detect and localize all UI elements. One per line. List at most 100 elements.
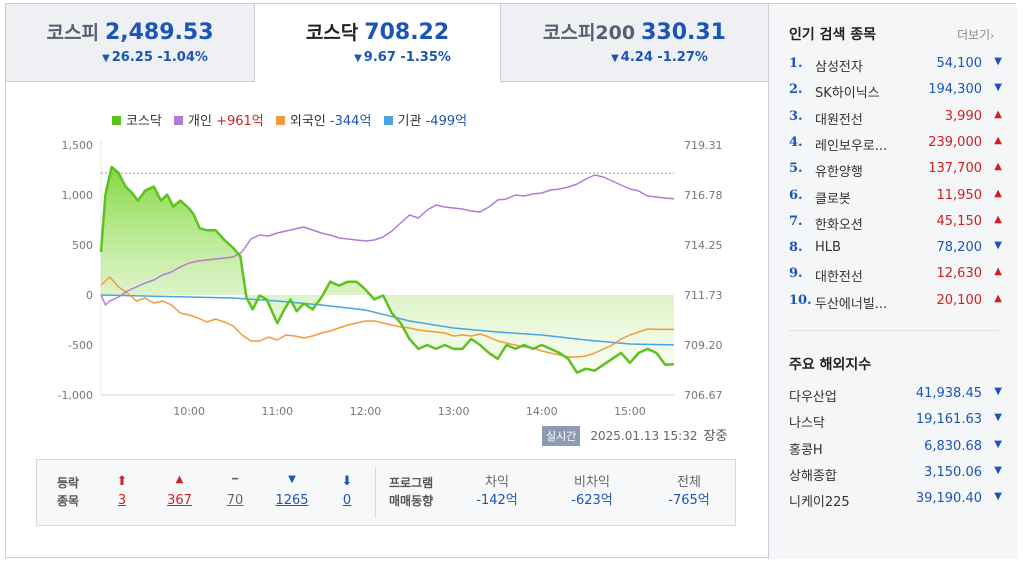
stock-name[interactable]: 삼성전자 bbox=[815, 60, 863, 75]
index-value: 19,161.63 bbox=[915, 412, 982, 428]
program-total: 전체 -765억 bbox=[649, 474, 729, 510]
down-triangle-icon: ▼ bbox=[994, 491, 1002, 503]
popular-item[interactable]: 1. 삼성전자 54,100 ▼ bbox=[789, 52, 1004, 78]
stock-name[interactable]: 대원전선 bbox=[815, 112, 863, 128]
stock-name[interactable]: SK하이닉스 bbox=[815, 86, 880, 102]
breadth-count[interactable]: 0 bbox=[342, 493, 352, 508]
stock-name[interactable]: 유한양행 bbox=[815, 165, 863, 181]
stock-name[interactable]: 클로봇 bbox=[815, 191, 851, 207]
tab-name: 코스피200 bbox=[542, 22, 636, 44]
stock-price: 11,950 bbox=[936, 187, 983, 203]
popular-item[interactable]: 6. 클로봇 11,950 ▲ bbox=[789, 184, 1004, 210]
overseas-item[interactable]: 니케이225 39,190.40 ▼ bbox=[789, 487, 1004, 513]
popular-item[interactable]: 4. 레인보우로... 239,000 ▲ bbox=[789, 131, 1004, 157]
stock-price: 45,150 bbox=[936, 213, 983, 229]
x-tick-label: 14:00 bbox=[526, 405, 558, 418]
stock-name[interactable]: 두산에너빌... bbox=[815, 296, 888, 312]
stock-name[interactable]: 한화오션 bbox=[815, 217, 863, 233]
popular-item[interactable]: 9. 대한전선 12,630 ▲ bbox=[789, 262, 1004, 288]
overseas-item[interactable]: 나스닥 19,161.63 ▼ bbox=[789, 408, 1004, 434]
legend-swatch-icon bbox=[383, 116, 393, 125]
down-triangle-icon: ▼ bbox=[994, 412, 1002, 424]
tab-kospi200[interactable]: 코스피200 330.31 ▼ 4.24 -1.27% bbox=[501, 4, 768, 82]
upper-limit-arrow-icon: ⬆ bbox=[116, 474, 128, 489]
program-label: 프로그램 매매동향 bbox=[389, 474, 433, 510]
stock-name[interactable]: 대한전선 bbox=[815, 270, 863, 286]
program-value: -142억 bbox=[476, 493, 518, 508]
popular-item[interactable]: 2. SK하이닉스 194,300 ▼ bbox=[789, 78, 1004, 104]
index-name: 나스닥 bbox=[789, 416, 825, 432]
popular-item[interactable]: 3. 대원전선 3,990 ▲ bbox=[789, 105, 1004, 131]
tab-name: 코스닥 bbox=[305, 22, 359, 44]
breadth-count[interactable]: 1265 bbox=[275, 493, 309, 508]
up-triangle-icon: ▲ bbox=[994, 292, 1002, 304]
tab-kosdaq[interactable]: 코스닥 708.22 ▼ 9.67 -1.35% bbox=[254, 4, 501, 82]
index-value: 6,830.68 bbox=[924, 438, 982, 454]
market-status: 장중 bbox=[703, 429, 728, 444]
stock-name[interactable]: 레인보우로... bbox=[815, 138, 888, 154]
index-name: 홍콩H bbox=[789, 442, 823, 458]
more-link[interactable]: 더보기› bbox=[957, 26, 994, 43]
realtime-badge[interactable]: 실시간 bbox=[542, 426, 581, 446]
index-name: 상해종합 bbox=[789, 468, 837, 484]
legend-foreign: 외국인 -344억 bbox=[275, 110, 372, 129]
popular-item[interactable]: 10. 두산에너빌... 20,100 ▲ bbox=[789, 289, 1004, 315]
down-triangle-icon: ▼ bbox=[994, 464, 1002, 476]
stock-price: 137,700 bbox=[928, 161, 982, 177]
popular-item[interactable]: 8. HLB 78,200 ▼ bbox=[789, 236, 1004, 262]
foreign-line bbox=[100, 276, 674, 358]
down-triangle-icon: ▼ bbox=[994, 56, 1002, 67]
timestamp-datetime: 2025.01.13 15:32 bbox=[590, 429, 698, 443]
y-left-tick-label: 1,500 bbox=[62, 139, 94, 152]
sidebar: 인기 검색 종목 더보기› 1. 삼성전자 54,100 ▼ 2. SK하이닉스 194,3… bbox=[768, 4, 1017, 559]
overseas-item[interactable]: 상해종합 3,150.06 ▼ bbox=[789, 461, 1004, 487]
rank-number: 9. bbox=[789, 266, 803, 282]
overseas-item[interactable]: 홍콩H 6,830.68 ▼ bbox=[789, 435, 1004, 461]
breadth-rise: ▲ 367 bbox=[157, 474, 202, 510]
market-widget: 코스피 2,489.53 ▼ 26.25 -1.04% 코스닥 708.22 ▼ 9.6… bbox=[5, 3, 1017, 559]
breadth-count[interactable]: 3 bbox=[117, 493, 127, 508]
tab-kospi[interactable]: 코스피 2,489.53 ▼ 26.25 -1.04% bbox=[6, 4, 254, 82]
rank-number: 2. bbox=[789, 82, 803, 98]
legend-value: -344억 bbox=[329, 114, 372, 129]
legend-label: 코스닥 bbox=[126, 114, 162, 129]
stock-price: 54,100 bbox=[936, 56, 983, 71]
stock-name[interactable]: HLB bbox=[815, 240, 841, 256]
rank-number: 10. bbox=[789, 292, 812, 308]
index-value: 3,150.06 bbox=[924, 464, 982, 480]
legend-swatch-icon bbox=[275, 116, 285, 125]
rank-number: 4. bbox=[789, 134, 803, 150]
popular-title: 인기 검색 종목 bbox=[789, 27, 877, 43]
breadth-count[interactable]: 70 bbox=[226, 493, 244, 508]
stock-price: 239,000 bbox=[928, 134, 982, 150]
y-right-tick-label: 706.67 bbox=[684, 389, 723, 402]
y-left-tick-label: -1,000 bbox=[58, 389, 93, 402]
legend-kosdaq: 코스닥 bbox=[112, 110, 162, 129]
up-triangle-icon: ▲ bbox=[994, 266, 1002, 278]
stock-price: 78,200 bbox=[936, 240, 983, 256]
popular-item[interactable]: 7. 한화오션 45,150 ▲ bbox=[789, 210, 1004, 236]
up-triangle-icon: ▲ bbox=[994, 187, 1002, 199]
x-tick-label: 10:00 bbox=[173, 405, 205, 418]
breadth-panel: 등락 종목 ⬆ 3 ▲ 367 ━ 70 ▼ 1265 ⬇ 0 프로그램 매매동향 … bbox=[36, 459, 736, 526]
index-name: 다우산업 bbox=[789, 390, 837, 405]
tab-value: 708.22 bbox=[364, 20, 450, 45]
up-triangle-icon: ▲ bbox=[994, 161, 1002, 173]
rank-number: 5. bbox=[789, 161, 803, 177]
breadth-lower-limit: ⬇ 0 bbox=[333, 474, 361, 510]
rank-number: 8. bbox=[789, 240, 803, 256]
popular-item[interactable]: 5. 유한양행 137,700 ▲ bbox=[789, 157, 1004, 183]
timestamp-row: 실시간 2025.01.13 15:32 장중 bbox=[542, 425, 727, 446]
breadth-count[interactable]: 367 bbox=[167, 493, 192, 508]
tab-change: ▼ 9.67 -1.35% bbox=[255, 50, 500, 65]
program-arbitrage: 차익 -142억 bbox=[462, 474, 532, 510]
program-non-arbitrage: 비차익 -623억 bbox=[552, 474, 632, 510]
stock-price: 3,990 bbox=[944, 108, 982, 124]
stock-price: 194,300 bbox=[928, 82, 982, 98]
y-right-tick-label: 711.73 bbox=[684, 289, 723, 302]
overseas-item[interactable]: 다우산업 41,938.45 ▼ bbox=[789, 382, 1004, 408]
fall-triangle-icon: ▼ bbox=[288, 474, 296, 485]
tab-change-text: 4.24 -1.27% bbox=[620, 50, 708, 65]
kosdaq-line bbox=[99, 165, 675, 374]
individual-line bbox=[100, 174, 675, 306]
